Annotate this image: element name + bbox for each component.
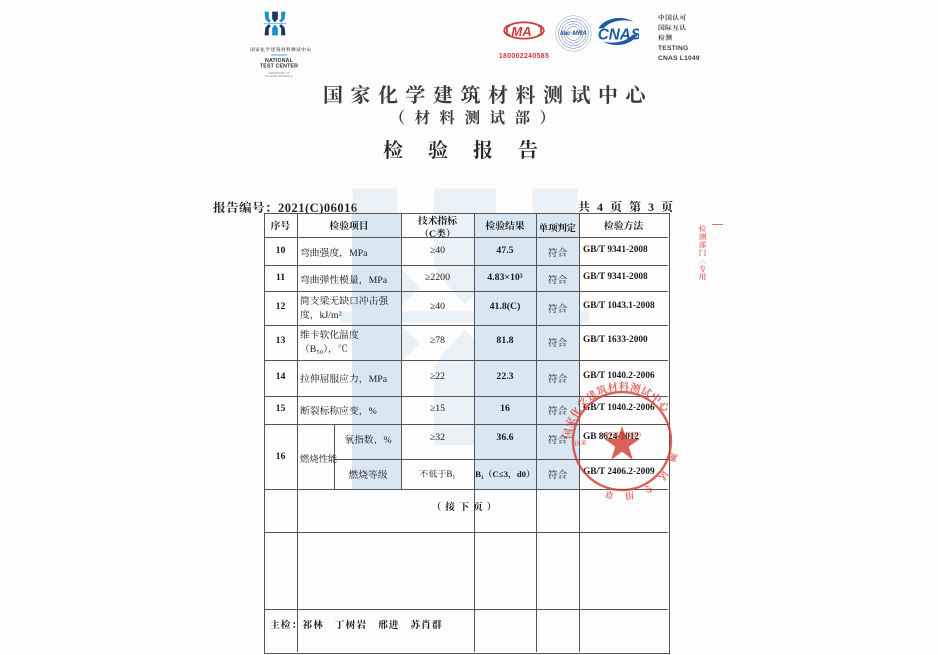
svg-text:ilac-MRA: ilac-MRA <box>560 30 587 37</box>
svg-text:MA: MA <box>511 24 531 39</box>
svg-text:国家: 国家 <box>574 438 587 448</box>
svg-text:国家化学建筑材料测试中心: 国家化学建筑材料测试中心 <box>562 381 672 440</box>
svg-text:测 试 专 用 章: 测 试 专 用 章 <box>604 451 679 501</box>
svg-text:CNAS: CNAS <box>598 26 639 43</box>
svg-text:（材料测试部）: （材料测试部） <box>599 431 645 439</box>
